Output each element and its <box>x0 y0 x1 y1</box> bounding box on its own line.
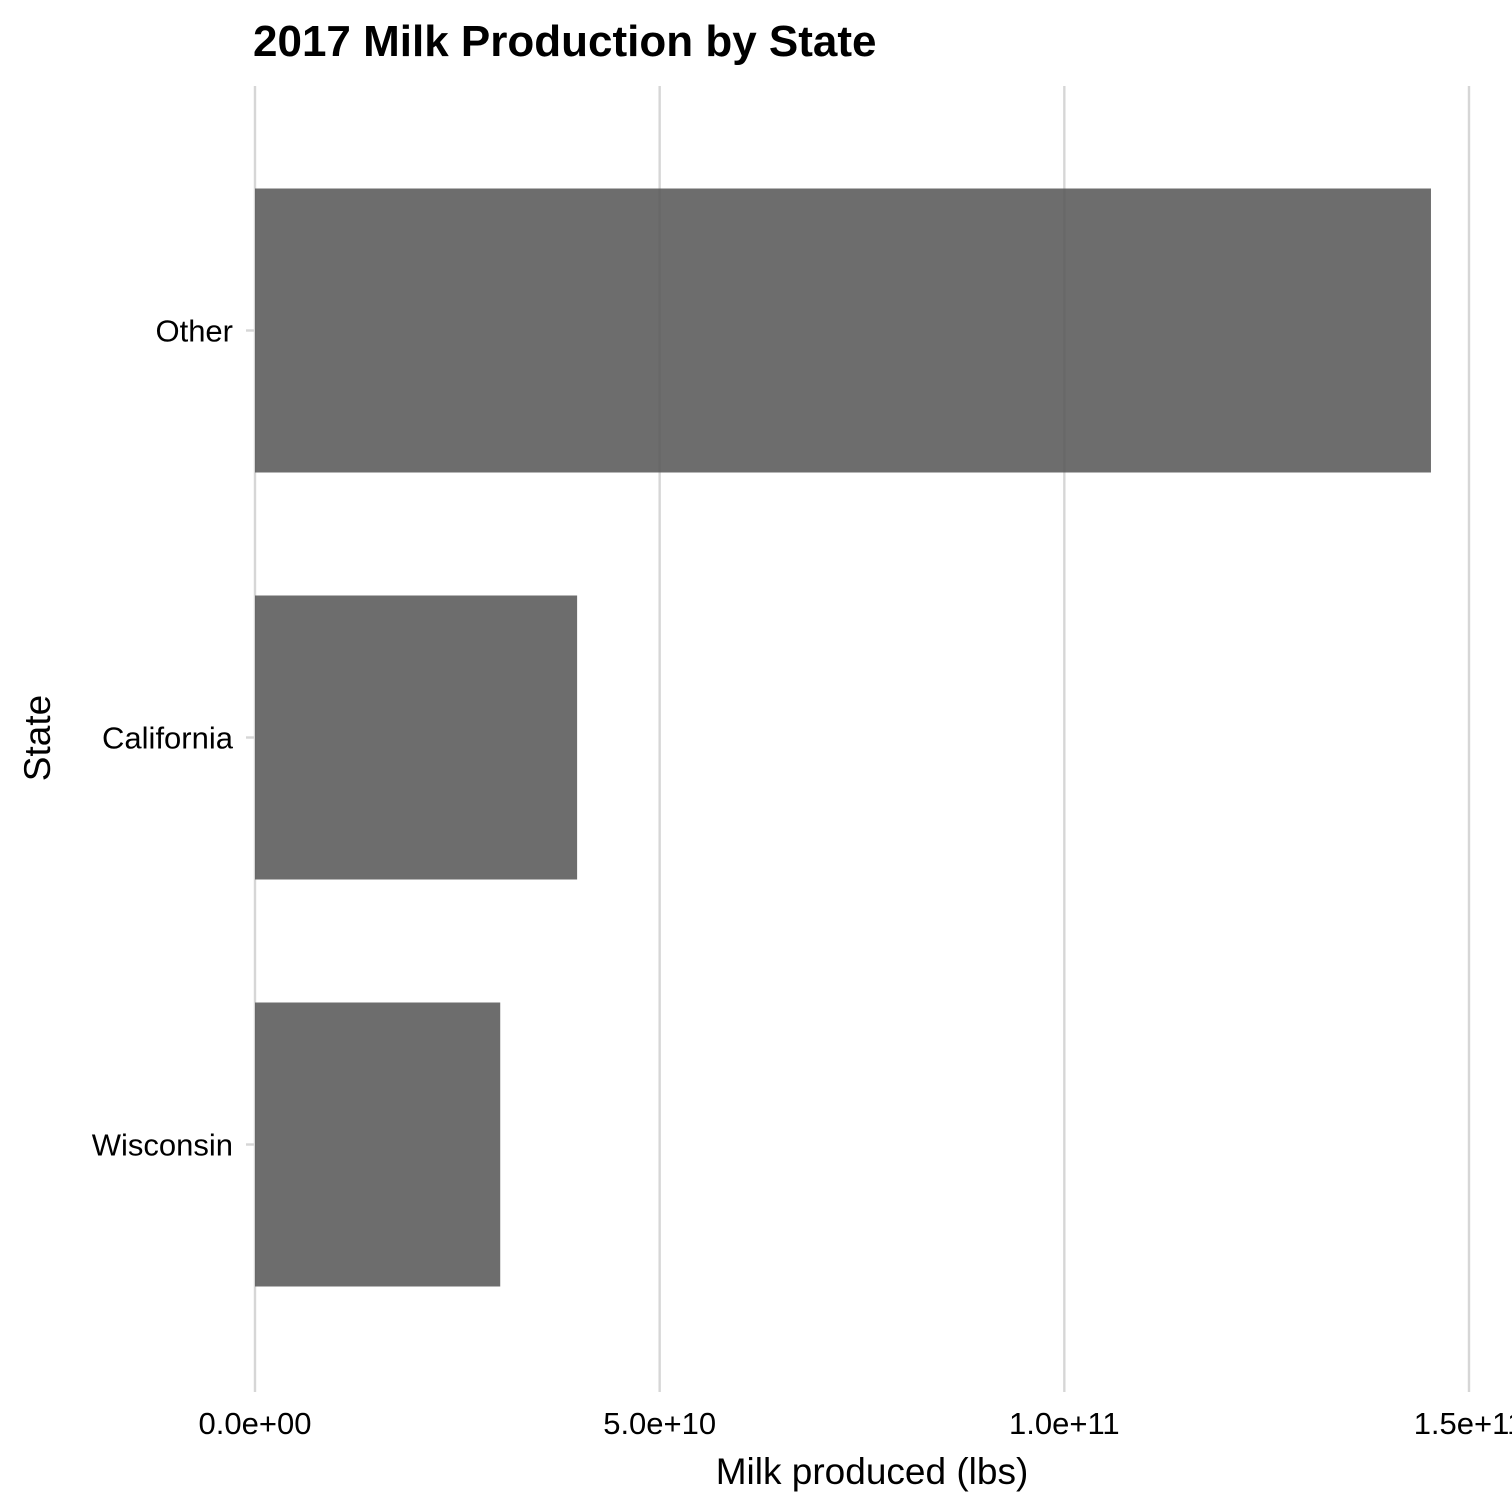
bar-wisconsin <box>255 1002 501 1287</box>
x-axis-title: Milk produced (lbs) <box>716 1451 1029 1492</box>
bars <box>255 188 1431 1287</box>
y-tick-label: California <box>102 721 234 756</box>
chart-title: 2017 Milk Production by State <box>253 17 877 66</box>
y-axis-title: State <box>17 695 58 781</box>
bar-california <box>255 595 578 880</box>
x-tick-label: 5.0e+10 <box>603 1406 716 1441</box>
x-tick-label: 0.0e+00 <box>199 1406 312 1441</box>
y-tick-label: Wisconsin <box>92 1128 233 1163</box>
bar-other <box>255 188 1431 473</box>
x-tick-label: 1.0e+11 <box>1009 1406 1120 1441</box>
y-tick-label: Other <box>155 314 233 349</box>
y-axis: Other California Wisconsin <box>92 314 254 1163</box>
x-tick-label: 1.5e+11 <box>1414 1406 1512 1441</box>
x-axis: 0.0e+00 5.0e+10 1.0e+11 1.5e+11 <box>199 1406 1512 1441</box>
